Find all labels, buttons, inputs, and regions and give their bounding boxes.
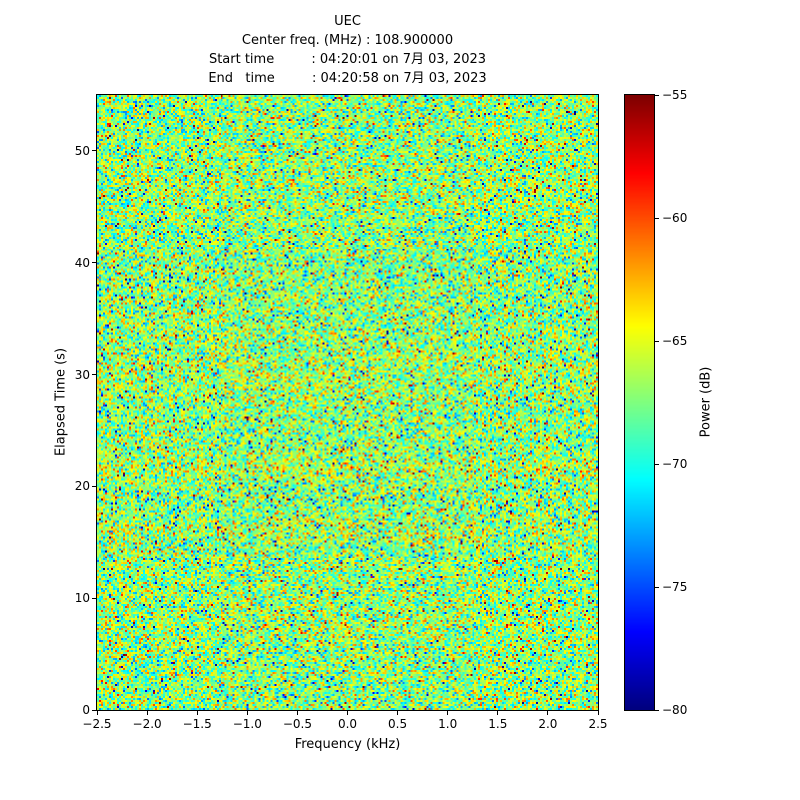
- x-tick: [296, 711, 298, 715]
- start-time-line: Start time : 04:20:01 on 7月 03, 2023: [208, 52, 487, 67]
- x-tick-label: −2.0: [132, 717, 162, 731]
- x-tick-label: 2.5: [588, 717, 608, 731]
- x-tick-label: −0.5: [282, 717, 312, 731]
- colorbar-tick-label: −60: [662, 211, 688, 225]
- y-tick-label: 10: [74, 591, 90, 606]
- plot-title: UEC: [334, 14, 361, 29]
- spectrogram-heatmap: [97, 95, 598, 710]
- y-tick-label: 30: [74, 367, 90, 382]
- colorbar-tick: [655, 217, 659, 219]
- y-tick: [92, 262, 96, 264]
- y-tick-label: 40: [74, 255, 90, 270]
- colorbar-tick-label: −65: [662, 334, 688, 348]
- x-tick: [447, 711, 449, 715]
- y-tick: [92, 709, 96, 711]
- x-tick-label: −1.0: [232, 717, 262, 731]
- title-block: UEC Center freq. (MHz) : 108.900000 Star…: [97, 12, 598, 88]
- center-freq-line: Center freq. (MHz) : 108.900000: [241, 33, 454, 48]
- colorbar-tick-label: −55: [662, 88, 688, 102]
- x-tick-label: 1.0: [438, 717, 458, 731]
- x-tick: [497, 711, 499, 715]
- colorbar-tick: [655, 709, 659, 711]
- colorbar-tick: [655, 463, 659, 465]
- colorbar-tick: [655, 586, 659, 588]
- y-tick-label: 0: [82, 703, 90, 717]
- x-tick-label: −2.5: [82, 717, 112, 731]
- colorbar-tick-label: −75: [662, 580, 688, 594]
- x-tick: [547, 711, 549, 715]
- x-tick-label: 0.0: [337, 717, 358, 731]
- colorbar-gradient: [625, 95, 654, 710]
- x-tick-label: −1.5: [182, 717, 212, 731]
- colorbar-tick-label: −80: [662, 703, 688, 717]
- x-tick-label: 1.5: [488, 717, 508, 731]
- x-tick-label: 0.5: [388, 717, 408, 731]
- y-tick: [92, 597, 96, 599]
- colorbar-label: Power (dB): [698, 366, 714, 438]
- x-tick: [96, 711, 98, 715]
- y-tick: [92, 150, 96, 152]
- x-axis-label: Frequency (kHz): [294, 737, 401, 752]
- x-tick-label: 2.0: [538, 717, 558, 731]
- colorbar-tick-label: −70: [662, 457, 688, 471]
- y-tick: [92, 485, 96, 487]
- x-tick: [246, 711, 248, 715]
- y-tick-label: 20: [74, 479, 90, 494]
- colorbar-tick: [655, 94, 659, 96]
- y-axis-label: Elapsed Time (s): [53, 347, 69, 457]
- x-tick: [146, 711, 148, 715]
- end-time-line: End time : 04:20:58 on 7月 03, 2023: [208, 71, 487, 86]
- y-tick-label: 50: [74, 143, 90, 158]
- colorbar-tick: [655, 340, 659, 342]
- x-tick: [196, 711, 198, 715]
- x-tick: [347, 711, 348, 715]
- x-tick: [597, 711, 599, 715]
- y-tick: [92, 374, 96, 376]
- x-tick: [397, 711, 399, 715]
